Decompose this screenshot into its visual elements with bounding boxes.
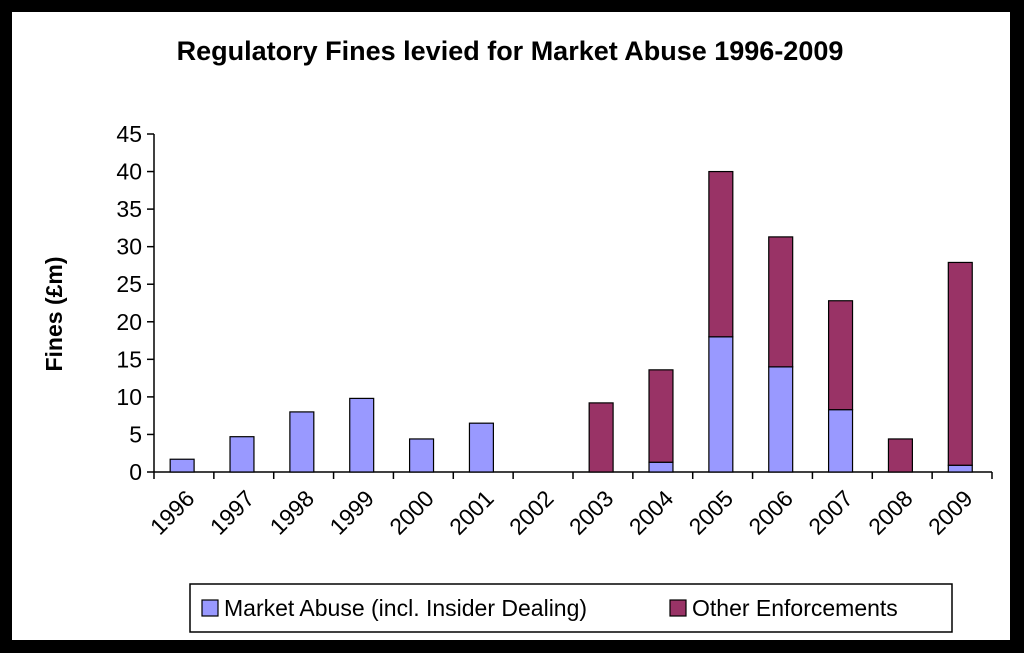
x-tick-label: 2002 [504, 485, 559, 540]
legend: Market Abuse (incl. Insider Dealing) Othe… [189, 583, 953, 633]
chart-svg: Regulatory Fines levied for Market Abuse… [41, 36, 993, 633]
x-tick-label: 1996 [145, 485, 200, 540]
legend-swatch-other-enforcements [669, 599, 687, 617]
x-tick-label: 2005 [684, 485, 739, 540]
bar-market-abuse-2000 [408, 438, 435, 473]
bar-other-enforcements-2008 [887, 438, 913, 473]
bar-market-abuse-2001 [468, 422, 494, 473]
x-tick-label: 2001 [444, 485, 499, 540]
x-tick-label: 2006 [743, 485, 798, 540]
x-tick-label: 2008 [863, 485, 918, 540]
bar-market-abuse-2009 [947, 464, 973, 473]
x-tick-label: 1998 [265, 485, 320, 540]
y-tick-label: 0 [129, 459, 142, 485]
y-tick-label: 10 [116, 384, 142, 410]
bar-market-abuse-1996 [169, 458, 195, 473]
bar-other-enforcements-2006 [768, 236, 794, 368]
bar-market-abuse-2005 [708, 336, 734, 473]
bar-other-enforcements-2003 [588, 402, 614, 473]
y-axis-label: Fines (£m) [41, 256, 67, 371]
y-tick-label: 30 [116, 234, 142, 260]
y-tick-label: 45 [116, 121, 142, 147]
x-tick-label: 1997 [205, 485, 260, 540]
legend-label-other-enforcements: Other Enforcements [692, 595, 898, 621]
legend-swatch-market-abuse [201, 599, 219, 617]
x-tick-label: 2009 [923, 485, 978, 540]
x-tick-label: 2003 [564, 485, 619, 540]
bar-market-abuse-2007 [827, 409, 854, 473]
bar-market-abuse-1999 [349, 397, 375, 473]
y-tick-label: 5 [129, 421, 142, 447]
y-tick-label: 40 [116, 159, 142, 185]
bar-other-enforcements-2007 [827, 300, 854, 411]
chart-frame: Regulatory Fines levied for Market Abuse… [12, 12, 1010, 640]
x-tick-label: 1999 [324, 485, 379, 540]
legend-label-market-abuse: Market Abuse (incl. Insider Dealing) [224, 595, 587, 621]
y-tick-label: 35 [116, 196, 142, 222]
bar-other-enforcements-2004 [648, 369, 674, 463]
legend-box [189, 583, 953, 633]
bar-market-abuse-2006 [768, 366, 794, 473]
y-tick-label: 20 [116, 309, 142, 335]
chart-title: Regulatory Fines levied for Market Abuse… [177, 36, 844, 66]
x-tick-label: 2004 [624, 485, 679, 540]
bar-other-enforcements-2009 [947, 261, 973, 466]
bar-market-abuse-1998 [289, 411, 315, 473]
x-tick-label: 2000 [384, 485, 439, 540]
bar-other-enforcements-2005 [708, 170, 734, 338]
bar-market-abuse-1997 [229, 436, 255, 473]
x-tick-label: 2007 [803, 485, 858, 540]
bar-market-abuse-2004 [648, 461, 674, 473]
y-tick-label: 15 [116, 346, 142, 372]
y-tick-label: 25 [116, 271, 142, 297]
